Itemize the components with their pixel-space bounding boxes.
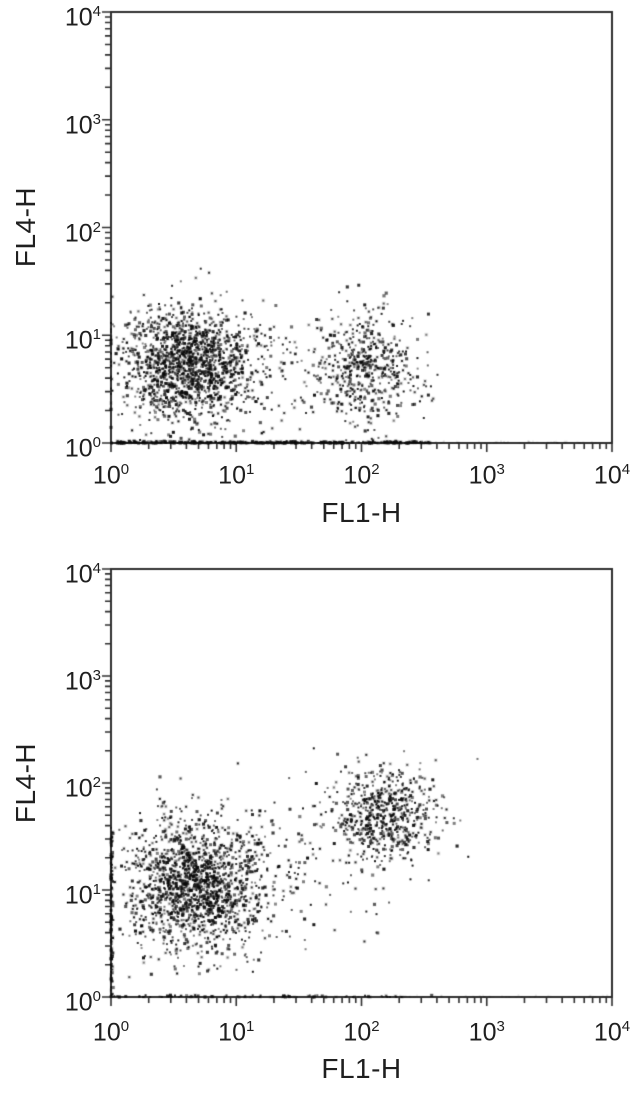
- y-tick-label-10e1: 101: [64, 881, 101, 910]
- y-axis-label-top: FL4-H: [10, 186, 41, 268]
- y-tick-label-10e4: 104: [64, 560, 101, 589]
- x-tick-label-10e3: 103: [468, 461, 505, 490]
- y-tick-label-10e3: 103: [64, 667, 101, 696]
- y-tick-label-10e2: 102: [64, 774, 101, 803]
- scatter-canvas-bottom: [97, 567, 616, 1013]
- x-axis-label-bottom: FL1-H: [321, 1053, 402, 1084]
- x-tick-label-10e4: 104: [593, 1018, 631, 1047]
- y-axis-label-bottom: FL4-H: [10, 742, 41, 824]
- y-tick-label-10e0: 100: [64, 988, 101, 1017]
- y-tick-label-10e2: 102: [64, 218, 101, 247]
- y-tick-label-10e4: 104: [64, 3, 101, 32]
- y-tick-label-10e0: 100: [64, 434, 101, 463]
- x-axis-label-top: FL1-H: [321, 497, 402, 528]
- x-tick-label-10e0: 100: [92, 461, 130, 490]
- x-tick-label-10e3: 103: [468, 1018, 505, 1047]
- x-tick-label-10e1: 101: [218, 1018, 255, 1047]
- x-tick-label-10e2: 102: [343, 461, 380, 490]
- y-tick-label-10e1: 101: [64, 326, 101, 355]
- x-tick-label-10e0: 100: [92, 1018, 130, 1047]
- x-tick-label-10e1: 101: [218, 461, 255, 490]
- scatter-canvas-top: [97, 10, 616, 459]
- y-tick-label-10e3: 103: [64, 110, 101, 140]
- x-tick-label-10e2: 102: [343, 1018, 380, 1047]
- x-tick-label-10e4: 104: [593, 461, 631, 490]
